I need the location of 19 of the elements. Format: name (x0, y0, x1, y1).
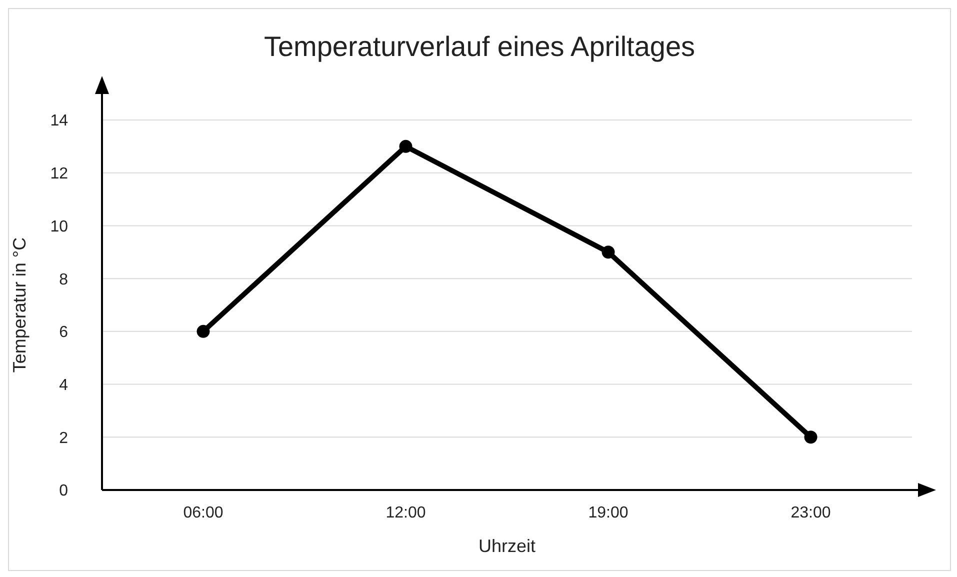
y-tick-label: 8 (59, 271, 68, 288)
y-tick-label: 12 (50, 166, 68, 183)
y-tick-label: 4 (59, 376, 68, 394)
y-tick-label: 2 (59, 430, 68, 447)
x-tick-label: 19:00 (588, 504, 628, 522)
y-axis-title: Temperatur in °C (9, 237, 30, 373)
y-tick-label: 14 (50, 112, 68, 130)
x-axis-title: Uhrzeit (478, 536, 536, 556)
x-tick-label: 23:00 (790, 504, 831, 522)
point (804, 430, 818, 444)
y-tick-label: 6 (59, 324, 68, 342)
y-tick-label: 0 (59, 482, 68, 500)
x-tick-label: 12:00 (386, 504, 426, 522)
point (399, 140, 412, 153)
x-tick-label: 06:00 (183, 504, 224, 522)
point (196, 324, 210, 338)
y-tick-label: 10 (50, 218, 68, 236)
point (602, 246, 615, 259)
chart-title: Temperaturverlauf eines Apriltages (262, 31, 696, 63)
